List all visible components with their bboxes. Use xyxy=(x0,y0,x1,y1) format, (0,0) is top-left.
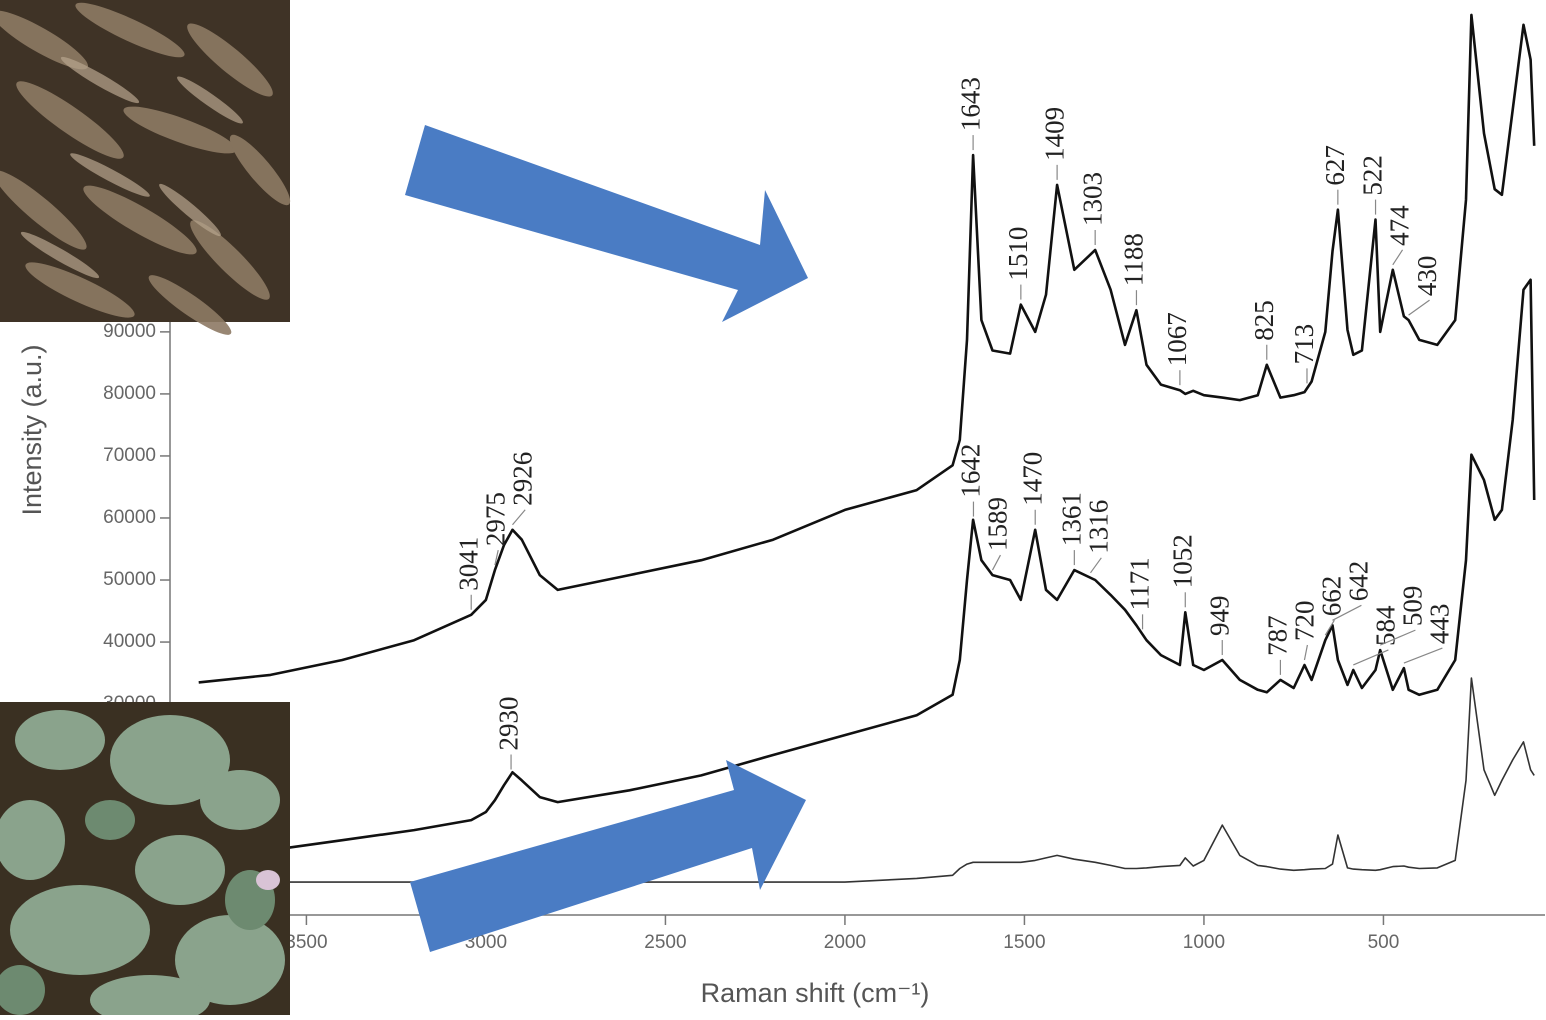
peak-label: 720 xyxy=(1290,601,1320,642)
x-axis-title: Raman shift (cm⁻¹) xyxy=(701,978,930,1008)
peak-label: 1510 xyxy=(1003,227,1033,281)
peak-label: 713 xyxy=(1289,324,1319,365)
peak-label: 1052 xyxy=(1167,534,1197,588)
chart: 3000040000500006000070000800009000035003… xyxy=(0,0,1546,1015)
peak-leader xyxy=(1409,300,1430,315)
spectrum-line xyxy=(199,280,1535,855)
peak-leader xyxy=(512,510,525,525)
peak-label: 1303 xyxy=(1077,172,1107,226)
peak-label: 642 xyxy=(1344,561,1374,602)
peak-label: 627 xyxy=(1320,145,1350,186)
peak-leader xyxy=(1090,558,1101,573)
peak-label: 1470 xyxy=(1017,452,1047,506)
y-tick-label: 40000 xyxy=(103,631,156,652)
page: {"chart_data": { "type": "line", "x_labe… xyxy=(0,0,1546,1015)
peak-label: 825 xyxy=(1249,300,1279,341)
y-tick-label: 90000 xyxy=(103,321,156,342)
peak-label: 1067 xyxy=(1162,312,1192,366)
peak-label: 1642 xyxy=(956,444,986,498)
peak-leader xyxy=(1393,250,1403,265)
x-tick-label: 500 xyxy=(1368,932,1400,953)
peak-label: 522 xyxy=(1358,155,1388,196)
peak-label: 1316 xyxy=(1084,500,1114,554)
spectrum-line xyxy=(199,678,1535,882)
arrow xyxy=(410,760,806,952)
peak-label: 430 xyxy=(1412,256,1442,297)
peak-label: 509 xyxy=(1398,586,1428,627)
plot-area: 3000040000500006000070000800009000035003… xyxy=(103,0,1545,953)
x-tick-label: 2500 xyxy=(644,932,686,953)
peak-label: 787 xyxy=(1263,615,1293,656)
peak-label: 1188 xyxy=(1119,233,1149,286)
photo-bottom xyxy=(0,702,290,1015)
y-axis-title: Intensity (a.u.) xyxy=(17,344,47,515)
peak-label: 584 xyxy=(1371,605,1401,646)
peak-label: 2975 xyxy=(480,492,510,546)
peak-label: 2926 xyxy=(507,452,537,506)
peak-leader xyxy=(1404,648,1443,663)
peak-leader xyxy=(992,555,1000,570)
peak-label: 1643 xyxy=(955,77,985,131)
peak-label: 1361 xyxy=(1057,492,1087,546)
x-tick-label: 1000 xyxy=(1183,932,1225,953)
peak-leader xyxy=(1304,645,1307,660)
y-tick-label: 60000 xyxy=(103,507,156,528)
x-tick-label: 3500 xyxy=(285,932,327,953)
peak-label: 1171 xyxy=(1125,557,1155,610)
peak-label: 1589 xyxy=(983,497,1013,551)
y-tick-label: 80000 xyxy=(103,383,156,404)
peak-label: 662 xyxy=(1317,576,1347,617)
x-tick-label: 2000 xyxy=(824,932,866,953)
photo-top xyxy=(0,0,297,342)
peak-label: 3041 xyxy=(453,537,483,591)
y-tick-label: 50000 xyxy=(103,569,156,590)
peak-label: 1409 xyxy=(1039,107,1069,161)
peak-label: 2930 xyxy=(493,696,523,750)
y-tick-label: 70000 xyxy=(103,445,156,466)
peak-label: 443 xyxy=(1425,604,1455,645)
arrow xyxy=(405,125,808,322)
x-tick-label: 1500 xyxy=(1003,932,1045,953)
peak-label: 949 xyxy=(1204,596,1234,637)
peak-label: 474 xyxy=(1385,205,1415,246)
